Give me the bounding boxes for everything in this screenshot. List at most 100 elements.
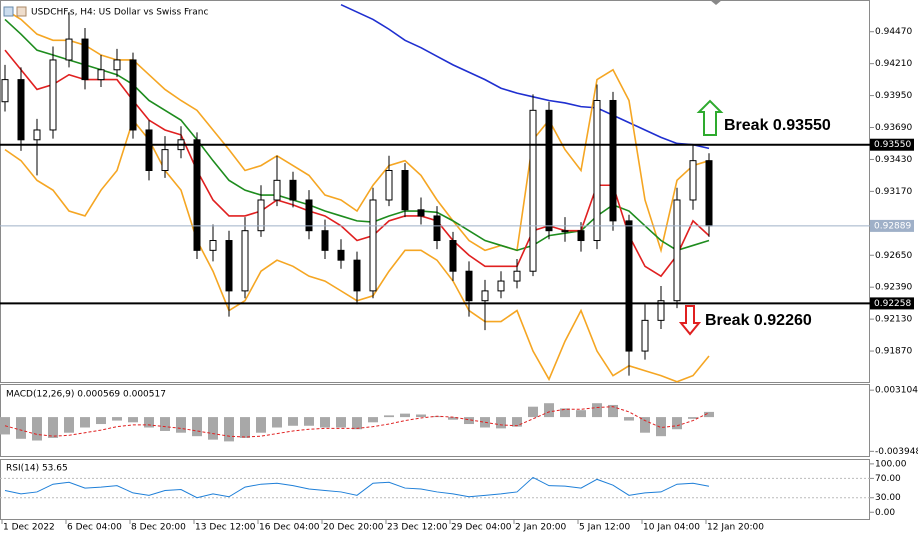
down-arrow <box>678 305 702 336</box>
candle-body <box>561 230 569 233</box>
histogram-bar <box>320 417 330 428</box>
candle-body <box>689 160 697 201</box>
candle-body <box>641 319 649 352</box>
candle-body <box>481 290 489 302</box>
histogram-bar <box>640 417 650 433</box>
x-tick-label: 23 Dec 12:00 <box>387 523 448 533</box>
histogram-bar <box>48 417 58 438</box>
histogram-bar <box>160 417 170 431</box>
candle-body <box>65 38 73 61</box>
x-tick-label: 2 Jan 20:00 <box>515 523 567 533</box>
histogram-bar <box>384 415 394 418</box>
candle-body <box>705 160 713 227</box>
candle-body <box>497 280 505 292</box>
candle-body <box>17 79 25 141</box>
series-line <box>4 18 710 252</box>
price-frame <box>0 0 870 383</box>
level-tag <box>870 297 914 310</box>
series-line <box>4 406 710 438</box>
histogram-bar <box>336 417 346 428</box>
candle-body <box>513 270 521 282</box>
histogram-bar <box>560 408 570 418</box>
histogram-bar <box>32 417 42 441</box>
candle-body <box>545 109 553 232</box>
histogram-bar <box>256 417 266 433</box>
candle-body <box>401 170 409 211</box>
candle-body <box>433 215 441 242</box>
plot: 0.94470 0.94210 0.93950 0.93690 0.93430 0.931… <box>0 3 918 533</box>
histogram-bar <box>656 417 666 437</box>
candle-body <box>657 300 665 321</box>
candle-body <box>337 249 345 261</box>
histogram-bar <box>704 411 714 418</box>
x-tick-label: 20 Dec 20:00 <box>323 523 384 533</box>
series-line <box>340 3 710 150</box>
scroll-marker <box>710 0 722 5</box>
histogram-bar <box>496 417 506 429</box>
candle-body <box>273 179 281 201</box>
histogram-bar <box>592 403 602 418</box>
candle-body <box>577 230 585 242</box>
y-tick-label: 0.91870 <box>875 347 912 357</box>
histogram-bar <box>448 417 458 420</box>
candle-body <box>593 99 601 242</box>
histogram-bar <box>416 414 426 418</box>
icon <box>3 6 14 17</box>
histogram-bar <box>352 417 362 430</box>
candle-body <box>305 199 313 232</box>
candle-body <box>1 79 9 103</box>
histogram-bar <box>528 406 538 418</box>
histogram-bar <box>64 417 74 433</box>
candle-body <box>321 230 329 251</box>
level-tag <box>870 138 914 151</box>
histogram-bar <box>208 417 218 440</box>
candle-body <box>385 170 393 201</box>
histogram-bar <box>400 413 410 418</box>
annotation: Break 0.93550 <box>724 117 831 134</box>
candle-body <box>145 129 153 172</box>
candle-body <box>225 240 233 292</box>
x-tick-label: 5 Jan 12:00 <box>579 523 631 533</box>
candle-body <box>353 259 361 292</box>
histogram-bar <box>272 417 282 428</box>
candle-body <box>193 139 201 251</box>
icon <box>16 6 27 17</box>
histogram-bar <box>192 417 202 437</box>
candle-body <box>417 209 425 217</box>
chart-title: USDCHF.s, H4: US Dollar vs Swiss Franc <box>31 8 208 18</box>
x-tick-label: 29 Dec 04:00 <box>451 523 512 533</box>
histogram-bar <box>144 417 154 428</box>
candle-body <box>81 38 89 81</box>
candle-body <box>289 179 297 201</box>
candle-body <box>209 240 217 251</box>
y-tick-label: 70.00 <box>875 474 901 484</box>
y-tick-label: 0.00 <box>875 508 895 518</box>
histogram-bar <box>512 417 522 427</box>
x-tick-label: 16 Dec 04:00 <box>259 523 320 533</box>
candle-body <box>97 69 105 81</box>
level-label: 0.93550 <box>874 140 911 150</box>
candle-body <box>257 199 265 232</box>
histogram-bar <box>368 417 378 423</box>
histogram-bar <box>608 404 618 418</box>
candle-body <box>465 270 473 302</box>
candle-body <box>113 59 121 71</box>
histogram-bar <box>576 410 586 418</box>
y-tick-label: 0.92650 <box>875 251 912 261</box>
y-tick-label: 0.94470 <box>875 27 912 37</box>
histogram-bar <box>288 417 298 426</box>
y-tick-label: 0.003104 <box>875 386 918 396</box>
histogram-bar <box>16 417 26 439</box>
rsi-frame <box>0 459 870 520</box>
histogram-bar <box>0 417 10 435</box>
annotation: Break 0.92260 <box>705 312 812 329</box>
candle-body <box>673 199 681 302</box>
candle-body <box>33 129 41 141</box>
rsi-title: RSI(14) 53.65 <box>6 464 68 474</box>
histogram-bar <box>112 417 122 421</box>
candle-body <box>49 59 57 131</box>
y-tick-label: 0.93170 <box>875 187 912 197</box>
x-tick-label: 6 Dec 04:00 <box>67 523 122 533</box>
